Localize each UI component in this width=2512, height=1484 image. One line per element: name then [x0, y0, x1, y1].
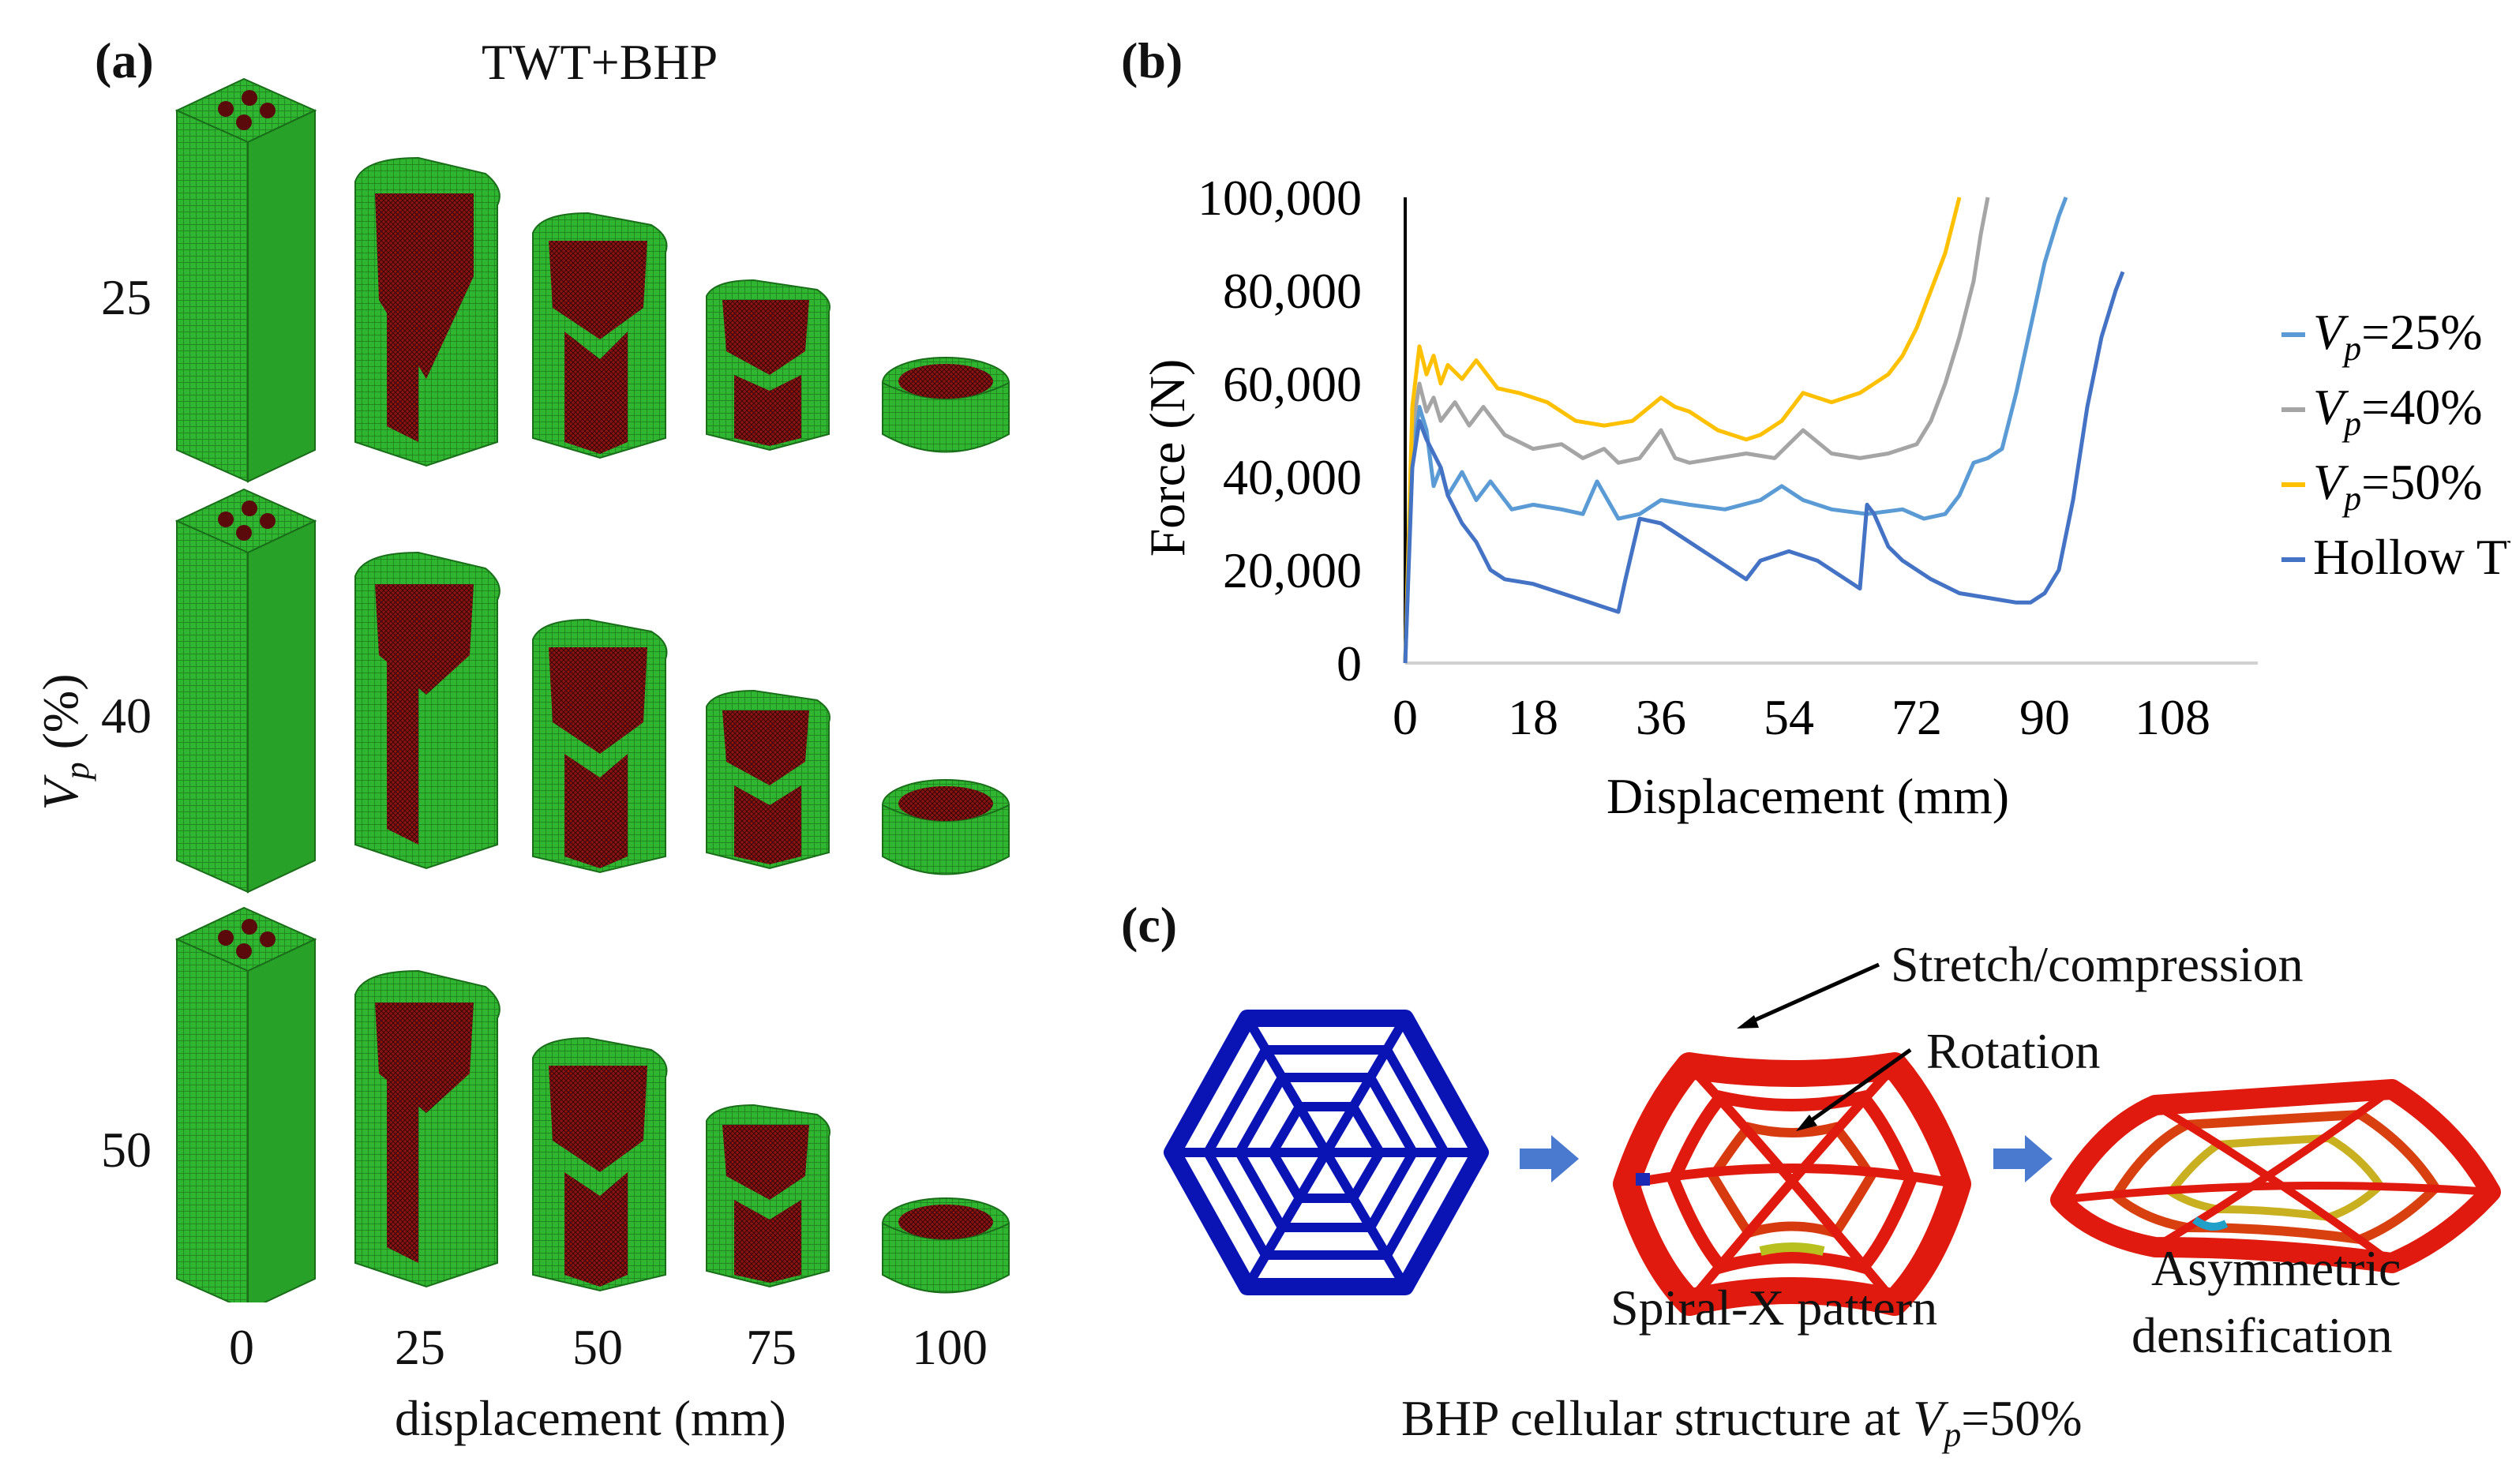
- annotation-rotation: Rotation: [1926, 1023, 2101, 1079]
- chart-axes: [1404, 197, 2258, 665]
- arrow-right-icon-1: [1520, 1135, 1579, 1182]
- caption-spiral-x: Spiral-X pattern: [1610, 1280, 1938, 1336]
- chart-x-tick-54: 54: [1764, 689, 1814, 745]
- force-displacement-chart: 0 18 36 54 72 90 108 0 20,000 40,000 60,000 80,000 1…: [1139, 170, 2510, 824]
- legend-label-3: Hollow TWT: [2313, 529, 2510, 585]
- caption-asymmetric: Asymmetric: [2151, 1240, 2401, 1296]
- chart-y-tick-0: 0: [1337, 635, 1362, 691]
- panel-a-y-axis-label: Vp (%): [32, 673, 96, 811]
- arrow-right-icon-2: [1993, 1135, 2053, 1182]
- chart-x-tick-0: 0: [1393, 689, 1418, 745]
- chart-y-tick-3: 60,000: [1223, 356, 1362, 412]
- chart-x-tick-90: 90: [2019, 689, 2070, 745]
- bhp-cell-illustration: [1164, 962, 2501, 1316]
- chart-x-tick-108: 108: [2135, 689, 2210, 745]
- spiral-x-deformed-cell: [1613, 1052, 1971, 1316]
- series-line-2: [1403, 197, 1962, 664]
- chart-y-tick-5: 100,000: [1198, 170, 1362, 226]
- annotation-stretch-compression: Stretch/compression: [1891, 936, 2304, 992]
- disp-tick-75: 75: [746, 1319, 797, 1375]
- disp-tick-0: 0: [229, 1319, 254, 1375]
- undeformed-hexagon: [1164, 1010, 1489, 1295]
- legend-label-1: Vp=40%: [2313, 379, 2483, 443]
- panel-a-title: TWT+BHP: [482, 34, 718, 90]
- panel-c-bottom-caption: BHP cellular structure at Vp=50%: [1401, 1390, 2083, 1454]
- disp-tick-25: 25: [395, 1319, 445, 1375]
- disp-tick-100: 100: [912, 1319, 988, 1375]
- chart-x-tick-36: 36: [1636, 689, 1686, 745]
- rotation-pointer: [1802, 1047, 1912, 1128]
- row-label-50: 50: [101, 1122, 152, 1178]
- asymmetric-densified-cell: [2050, 1079, 2501, 1273]
- panel-a-x-axis-label: displacement (mm): [395, 1390, 786, 1446]
- chart-y-tick-1: 20,000: [1223, 542, 1362, 598]
- chart-x-axis-label: Displacement (mm): [1607, 768, 2009, 824]
- tube-grid-illustration: [176, 78, 1010, 1302]
- chart-x-tick-18: 18: [1508, 689, 1558, 745]
- row-label-40: 40: [101, 688, 152, 744]
- chart-y-tick-4: 80,000: [1223, 263, 1362, 319]
- row-25-illustrations: [176, 78, 1010, 482]
- chart-y-axis-label: Force (N): [1139, 359, 1195, 557]
- row-40-illustrations: [176, 489, 1010, 893]
- chart-ticks: 0 18 36 54 72 90 108 0 20,000 40,000 60,000 80,000 1…: [1198, 170, 2210, 745]
- series-line-3: [1403, 271, 2125, 664]
- panel-c-label: (c): [1121, 897, 1178, 953]
- row-50-illustrations: [176, 907, 1010, 1302]
- chart-legend: Vp=25% Vp=40% Vp=50% Hollow TWT: [2281, 304, 2510, 585]
- chart-series: [1403, 197, 2125, 664]
- panel-b-label: (b): [1121, 32, 1183, 88]
- stretch-pointer: [1743, 962, 1880, 1027]
- series-line-1: [1403, 197, 1990, 664]
- chart-y-tick-2: 40,000: [1223, 449, 1362, 505]
- panel-a-label: (a): [95, 32, 154, 88]
- row-label-25: 25: [101, 269, 152, 325]
- disp-tick-50: 50: [572, 1319, 623, 1375]
- caption-densification: densification: [2131, 1307, 2393, 1363]
- legend-label-2: Vp=50%: [2313, 454, 2483, 518]
- legend-label-0: Vp=25%: [2313, 304, 2483, 368]
- chart-x-tick-72: 72: [1891, 689, 1942, 745]
